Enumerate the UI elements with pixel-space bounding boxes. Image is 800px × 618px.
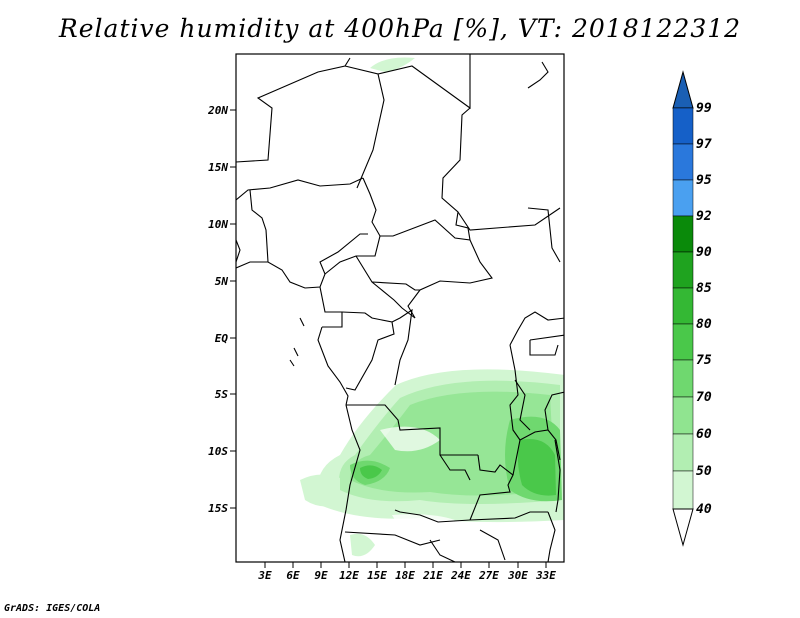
colorbar: 99 97 95 92 90 85 80 75 70 60 50 40	[672, 70, 712, 547]
colorbar-label: 70	[696, 390, 712, 405]
colorbar-label: 85	[696, 281, 712, 296]
humidity-field	[300, 57, 564, 557]
lat-label: 15N	[208, 161, 228, 174]
lon-label: 27E	[478, 569, 499, 582]
colorbar-label: 75	[696, 353, 712, 368]
lon-label: 6E	[286, 569, 300, 582]
lon-label: 12E	[339, 569, 359, 582]
colorbar-cell	[672, 323, 694, 361]
colorbar-cell	[672, 215, 694, 253]
lon-label: 9E	[314, 569, 328, 582]
lon-label: 33E	[535, 569, 556, 582]
lon-label: 18E	[395, 569, 415, 582]
lon-label: 15E	[367, 569, 387, 582]
lat-label: 15S	[208, 502, 228, 515]
colorbar-label: 92	[696, 209, 712, 224]
lat-label: EQ	[215, 332, 229, 345]
colorbar-label: 50	[696, 464, 712, 479]
colorbar-bottom-arrow	[672, 508, 694, 547]
colorbar-top-arrow	[672, 70, 694, 109]
lat-label: 20N	[207, 104, 228, 117]
colorbar-cell	[672, 396, 694, 435]
lon-label: 30E	[507, 569, 528, 582]
colorbar-label: 60	[696, 427, 712, 442]
credit-text: GrADS: IGES/COLA	[4, 603, 101, 614]
colorbar-cell	[672, 287, 694, 325]
colorbar-cell	[672, 359, 694, 398]
latitude-axis: 20N 15N 10N 5N EQ 5S 10S 15S	[207, 104, 236, 515]
colorbar-label: 95	[696, 173, 712, 188]
colorbar-label: 40	[696, 502, 712, 517]
lon-label: 21E	[422, 569, 443, 582]
colorbar-cell	[672, 179, 694, 217]
chart-title: Relative humidity at 400hPa [%], VT: 201…	[58, 14, 742, 43]
lat-label: 5S	[215, 388, 229, 401]
colorbar-cell	[672, 470, 694, 510]
colorbar-label: 99	[696, 101, 712, 116]
lon-label: 3E	[257, 569, 272, 582]
colorbar-cell	[672, 107, 694, 145]
lat-label: 5N	[215, 275, 229, 288]
colorbar-label: 97	[696, 137, 712, 152]
colorbar-label: 90	[696, 245, 712, 260]
lat-label: 10N	[208, 218, 228, 231]
colorbar-cell	[672, 251, 694, 289]
colorbar-cell	[672, 433, 694, 472]
lat-label: 10S	[208, 445, 228, 458]
longitude-axis: 3E 6E 9E 12E 15E 18E 21E 24E 27E 30E 33E	[257, 562, 556, 582]
map-frame	[235, 53, 565, 563]
colorbar-cell	[672, 143, 694, 181]
country-borders	[236, 54, 564, 562]
colorbar-label: 80	[696, 317, 712, 332]
lon-label: 24E	[450, 569, 471, 582]
